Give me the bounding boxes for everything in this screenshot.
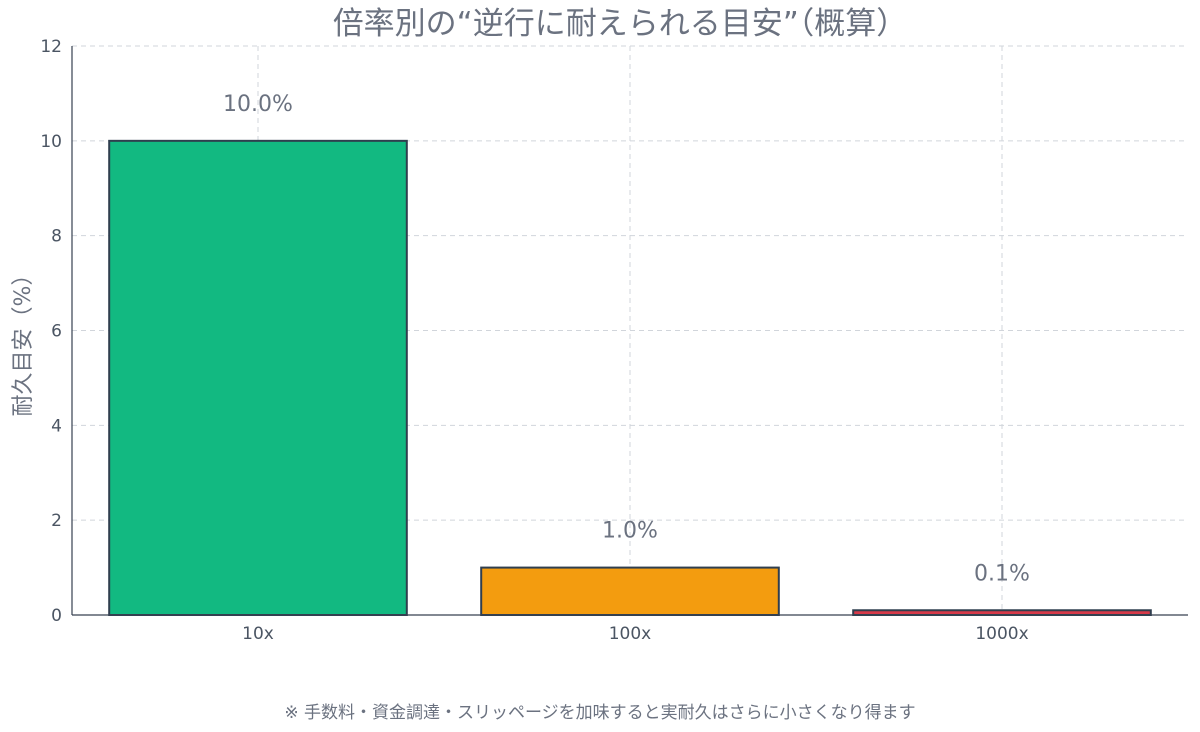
x-tick-label: 1000x — [975, 624, 1028, 644]
value-labels: 10.0% 1.0% 0.1% — [223, 92, 1030, 586]
y-tick-label: 10 — [40, 132, 62, 152]
data-label-1000x: 0.1% — [974, 561, 1030, 586]
bar-10x — [108, 139, 408, 616]
bar-1000x — [852, 609, 1152, 617]
footnote-annotation: ※ 手数料・資金調達・スリッページを加味すると実耐久はさらに小さくなり得ます — [284, 703, 915, 723]
y-tick-label: 6 — [51, 322, 62, 342]
y-tick-label: 12 — [40, 37, 62, 57]
y-tick-labels: 0 2 4 6 8 10 12 — [40, 37, 62, 626]
y-tick-label: 8 — [51, 227, 62, 247]
y-axis-label: 耐久目安（%） — [11, 264, 36, 417]
data-label-10x: 10.0% — [223, 92, 293, 117]
y-tick-label: 0 — [51, 606, 62, 626]
data-label-100x: 1.0% — [602, 519, 658, 544]
x-tick-labels: 10x 100x 1000x — [242, 624, 1029, 644]
bar-100x — [480, 566, 780, 616]
bars — [108, 139, 1152, 617]
y-tick-label: 2 — [51, 511, 62, 531]
axes — [71, 46, 1188, 616]
x-tick-label: 100x — [609, 624, 652, 644]
chart-title: 倍率別の“逆行に耐えられる目安”（概算） — [333, 6, 908, 42]
y-tick-label: 4 — [51, 416, 62, 436]
x-tick-label: 10x — [242, 624, 274, 644]
